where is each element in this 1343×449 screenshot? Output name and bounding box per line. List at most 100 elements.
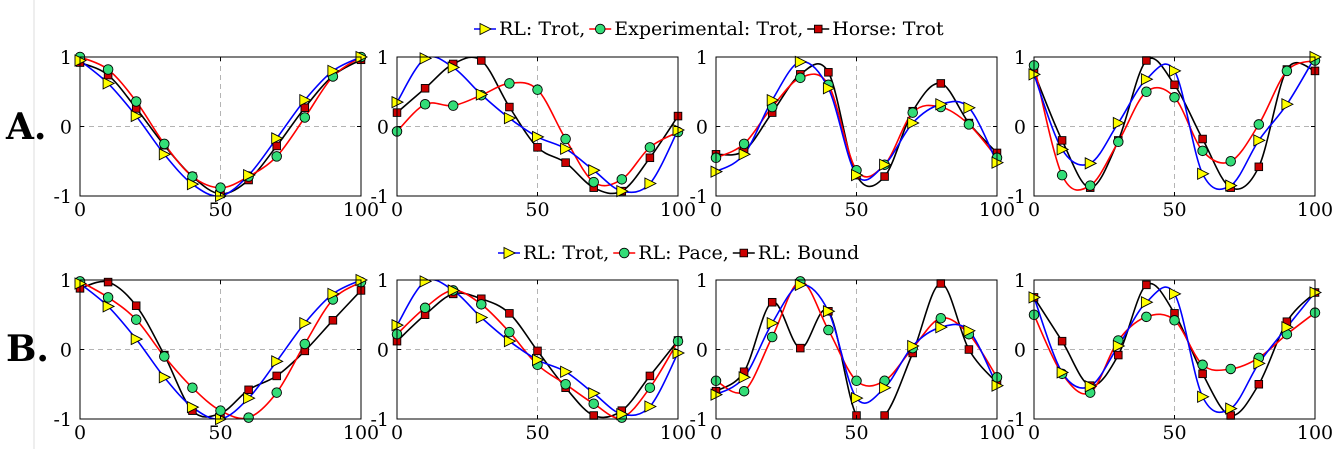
data-point-square [645,371,655,381]
data-point-square [1142,280,1151,290]
legend-bottom: RL: Trot, RL: Pace, RL: Bound [498,242,859,264]
y-tick-label: -1 [370,186,389,208]
data-point-triangle [419,275,433,288]
legend-label: RL: Bound [758,242,859,264]
x-tick-label: 100 [343,199,379,221]
data-point-square [880,411,889,420]
data-point-circle [476,299,487,310]
legend-label: RL: Pace, [638,242,729,264]
data-point-circle [560,379,571,390]
legend-label: Horse: Trot [832,18,944,40]
data-point-circle [851,375,862,387]
data-point-square [1114,350,1123,360]
legend-label: RL: Trot, [523,242,609,264]
legend-marker-square [739,248,749,258]
legend-label: RL: Trot, [499,18,585,40]
y-tick-label: -1 [1007,186,1026,208]
data-point-square [1170,80,1179,90]
data-point-triangle [102,300,116,313]
data-point-triangle [766,93,780,107]
legend-marker-triangle [479,22,493,36]
row-label-b: B. [6,328,49,370]
data-point-triangle [1112,339,1126,353]
legend-item-triangle: RL: Trot, [498,242,609,264]
data-point-circle [616,174,628,185]
data-point-triangle [738,148,752,161]
data-point-square [244,385,253,395]
data-point-square [477,56,486,65]
data-point-square [1254,380,1264,389]
data-point-triangle [1281,98,1294,111]
data-point-triangle [616,184,629,198]
data-point-square [272,141,281,151]
data-point-triangle [1253,134,1266,147]
data-point-circle [159,351,170,362]
data-point-triangle [327,64,340,78]
data-point-triangle [532,130,545,144]
data-point-triangle [1084,380,1098,393]
data-point-square [645,153,655,163]
data-point-square [1198,134,1207,144]
row-label-a: A. [5,106,46,148]
x-tick-label: 50 [525,199,549,221]
data-point-square [300,103,310,112]
x-tick-label: 50 [844,422,868,444]
data-point-triangle [186,177,200,191]
data-point-circle [504,326,515,338]
data-point-circle [1281,65,1293,77]
x-tick-label: 0 [74,422,86,444]
data-point-square [880,172,889,181]
y-tick-label: 1 [696,47,708,69]
data-point-square [1198,369,1207,379]
data-point-square [328,316,338,325]
y-tick-label: 1 [696,270,708,292]
data-point-triangle [299,316,312,330]
data-point-triangle [935,98,948,111]
x-tick-label: 100 [343,422,379,444]
legend-item-circle: Experimental: Trot, [589,18,803,40]
data-point-triangle [822,305,836,318]
data-point-triangle [299,93,312,107]
data-point-triangle [1253,357,1266,370]
data-point-triangle [327,287,340,301]
data-point-square [964,345,974,354]
y-tick-label: 0 [696,340,708,362]
data-point-circle [588,176,599,188]
data-point-triangle [532,353,545,367]
y-tick-label: -1 [1007,409,1026,431]
data-point-square [1254,162,1264,172]
data-point-triangle [243,391,256,405]
data-point-triangle [1084,157,1098,170]
data-point-triangle [475,311,489,324]
data-point-circle [766,331,778,343]
data-point-triangle [243,168,256,182]
data-point-circle [1141,86,1152,97]
y-tick-label: -1 [53,186,72,208]
data-point-square [796,343,805,353]
data-point-triangle [851,168,864,182]
data-point-circle [271,151,282,162]
y-tick-label: 0 [377,117,389,139]
data-point-triangle [1140,296,1154,309]
data-point-circle [963,119,975,130]
y-tick-label: -1 [689,186,708,208]
legend-item-square: Horse: Trot [807,18,944,40]
y-tick-label: 1 [60,47,72,69]
data-point-triangle [1169,287,1182,301]
data-point-circle [907,107,918,118]
legend-top: RL: Trot, Experimental: Trot, Horse: Trot [474,18,944,40]
data-point-triangle [907,339,920,353]
data-point-circle [1197,359,1208,371]
data-point-triangle [766,316,780,330]
data-point-triangle [879,381,892,394]
data-point-triangle [588,164,601,177]
x-tick-label: 0 [710,199,722,221]
data-point-triangle [503,111,517,125]
data-point-circle [532,84,543,95]
data-point-triangle [794,55,808,69]
